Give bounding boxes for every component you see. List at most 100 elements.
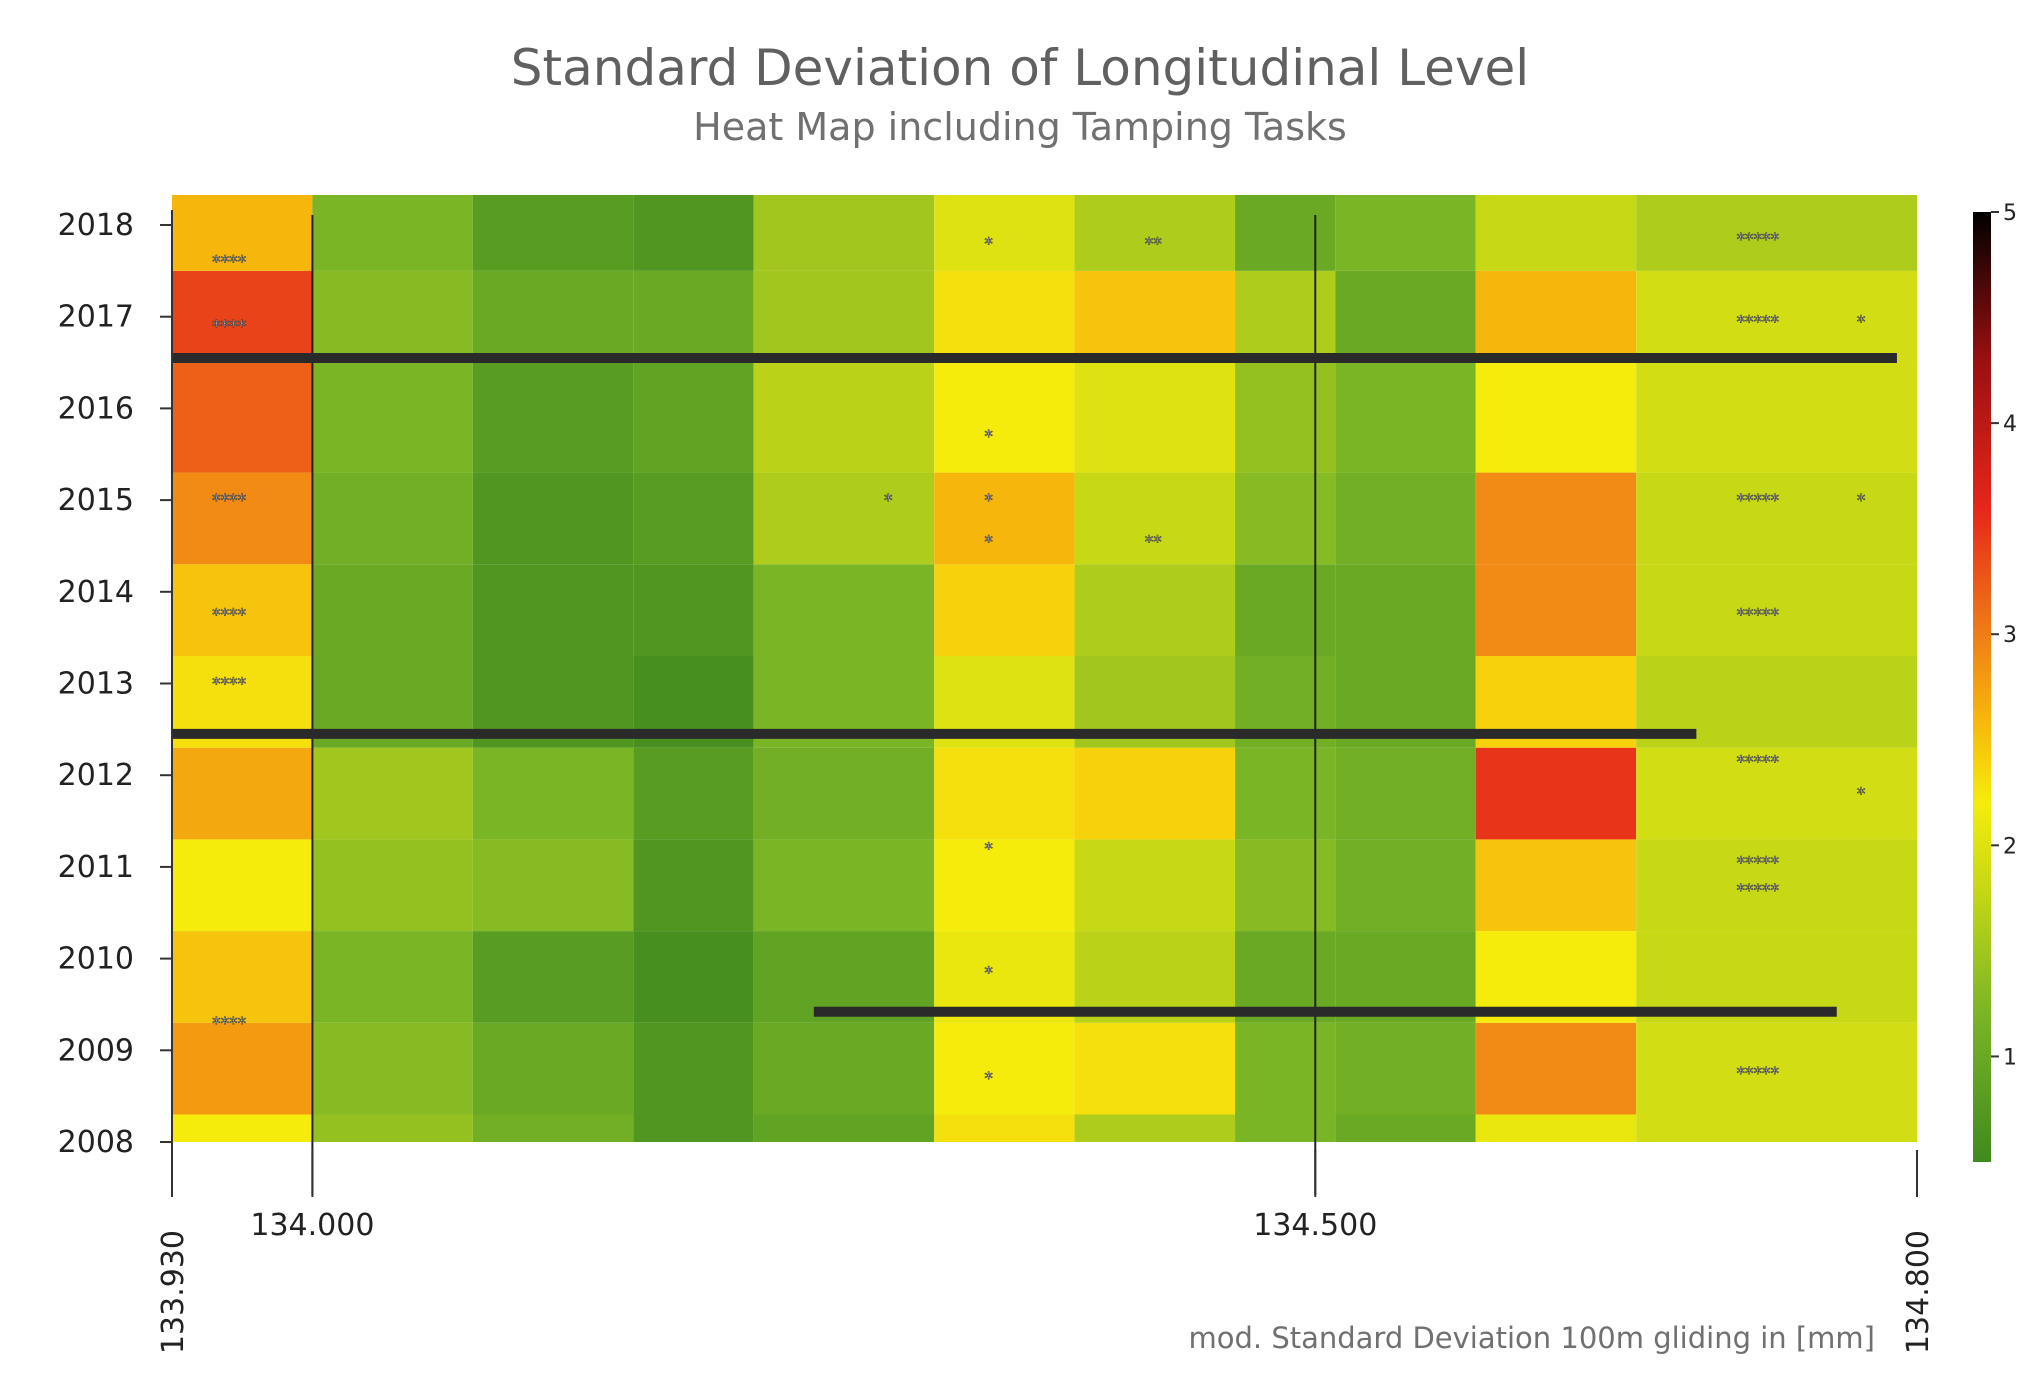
x-tick-label: 133.930 <box>156 1230 191 1354</box>
tamping-lines <box>172 352 1897 1017</box>
heatmap-cell <box>472 564 634 656</box>
tamping-marker: **** <box>212 317 246 337</box>
heatmap-cell <box>172 839 313 932</box>
colorbar-tick-label: 1 <box>2003 1045 2017 1070</box>
heatmap-cell <box>1636 1022 1917 1115</box>
heatmap-cell <box>1636 270 1917 363</box>
heatmap-cell <box>633 362 754 473</box>
colorbar-gradient <box>1973 212 1991 1162</box>
heatmap-cell <box>1475 195 1637 271</box>
tamping-marker: **** <box>212 491 246 511</box>
heatmap-cell <box>1475 1022 1637 1115</box>
heatmap-cell <box>753 564 935 656</box>
colorbar-tick-label: 2 <box>2003 834 2017 859</box>
heatmap-cell <box>934 839 1075 932</box>
y-tick-label: 2012 <box>58 758 134 793</box>
y-tick-label: 2011 <box>58 850 134 885</box>
heatmap-cell <box>633 564 754 656</box>
chart-title: Standard Deviation of Longitudinal Level <box>511 39 1529 97</box>
tamping-marker: ***** <box>1736 606 1779 626</box>
heatmap-cell <box>1235 564 1336 656</box>
heatmap-cell <box>312 270 473 363</box>
heatmap-cell <box>172 747 313 840</box>
heatmap-cell <box>934 747 1075 840</box>
y-tick-label: 2009 <box>58 1033 134 1068</box>
heatmap-cell <box>312 1114 473 1142</box>
heatmap-cell <box>934 1022 1075 1115</box>
heatmap-cell <box>934 270 1075 363</box>
heatmap-cell <box>934 362 1075 473</box>
heatmap-cell <box>172 1114 313 1142</box>
heatmap-cell <box>312 839 473 932</box>
heatmap-cell <box>1475 472 1637 565</box>
y-tick-label: 2015 <box>58 483 134 518</box>
heatmap-cell <box>753 362 935 473</box>
heatmap-cell <box>1636 472 1917 565</box>
heatmap-cell <box>753 839 935 932</box>
tamping-marker: ***** <box>1736 1064 1779 1084</box>
x-tick-label: 134.000 <box>250 1208 374 1243</box>
chart-subtitle: Heat Map including Tamping Tasks <box>693 105 1347 149</box>
heatmap-cell <box>1335 195 1476 271</box>
tamping-marker: * <box>1857 785 1866 805</box>
tamping-marker: * <box>1857 491 1866 511</box>
heatmap-cell <box>1235 1114 1336 1142</box>
x-axis: 133.930 134.000 134.500 134.800 <box>156 1150 1936 1354</box>
y-tick-label: 2018 <box>58 208 134 243</box>
heatmap-cell <box>1636 362 1917 473</box>
x-tick-label: 134.800 <box>1901 1230 1936 1354</box>
heatmap-cell <box>1074 1114 1236 1142</box>
tamping-marker: * <box>984 427 993 447</box>
tamping-marker: ** <box>1145 234 1162 254</box>
heatmap-cell <box>753 747 935 840</box>
heatmap-cell <box>172 270 313 363</box>
tamping-marker: ***** <box>1736 312 1779 332</box>
y-tick-label: 2014 <box>58 575 134 610</box>
heatmap-cell <box>172 1022 313 1115</box>
heatmap-cell <box>1335 839 1476 932</box>
colorbar: 1 2 3 4 5 <box>1973 201 2017 1162</box>
y-tick-label: 2010 <box>58 942 134 977</box>
heatmap-cell <box>472 195 634 271</box>
heatmap-cell <box>472 362 634 473</box>
heatmap-cell <box>172 195 313 271</box>
heatmap-cell <box>1636 1114 1917 1142</box>
heatmap-cell <box>1074 747 1236 840</box>
heatmap-cell <box>1335 564 1476 656</box>
x-axis-caption: mod. Standard Deviation 100m gliding in … <box>1188 1321 1875 1355</box>
heatmap-cell <box>633 195 754 271</box>
heatmap-cell <box>753 1114 935 1142</box>
tamping-marker: **** <box>212 253 246 273</box>
heatmap-cell <box>1235 1022 1336 1115</box>
tamping-marker: **** <box>212 1014 246 1034</box>
heatmap-cell <box>312 931 473 1023</box>
heatmap-cell <box>934 564 1075 656</box>
heatmap-cell <box>312 564 473 656</box>
heatmap-cell <box>1335 472 1476 565</box>
heatmap-cell <box>753 1022 935 1115</box>
heatmap-cell <box>633 747 754 840</box>
heatmap-cell <box>1235 270 1336 363</box>
heatmap-cell <box>633 839 754 932</box>
x-tick-label: 134.500 <box>1253 1208 1377 1243</box>
heatmap-cell <box>1636 747 1917 840</box>
tamping-marker: ***** <box>1736 230 1779 250</box>
heatmap-cell <box>1475 270 1637 363</box>
heatmap-cell <box>312 362 473 473</box>
y-axis: 2008 2009 2010 2011 2012 2013 2014 2015 2016 2017… <box>58 208 173 1185</box>
tamping-marker: **** <box>212 675 246 695</box>
heatmap-cell <box>172 564 313 656</box>
tamping-marker: * <box>984 1069 993 1089</box>
heatmap-cell <box>1475 362 1637 473</box>
heatmap-cell <box>1335 1022 1476 1115</box>
heatmap-cell <box>753 472 935 565</box>
tamping-marker: * <box>884 491 893 511</box>
heatmap-cell <box>172 931 313 1023</box>
tamping-marker: * <box>984 532 993 552</box>
heatmap-cell <box>633 270 754 363</box>
y-tick-label: 2008 <box>58 1125 134 1160</box>
heatmap-cell <box>312 1022 473 1115</box>
heatmap-cell <box>1636 839 1917 932</box>
heatmap-cell <box>472 747 634 840</box>
